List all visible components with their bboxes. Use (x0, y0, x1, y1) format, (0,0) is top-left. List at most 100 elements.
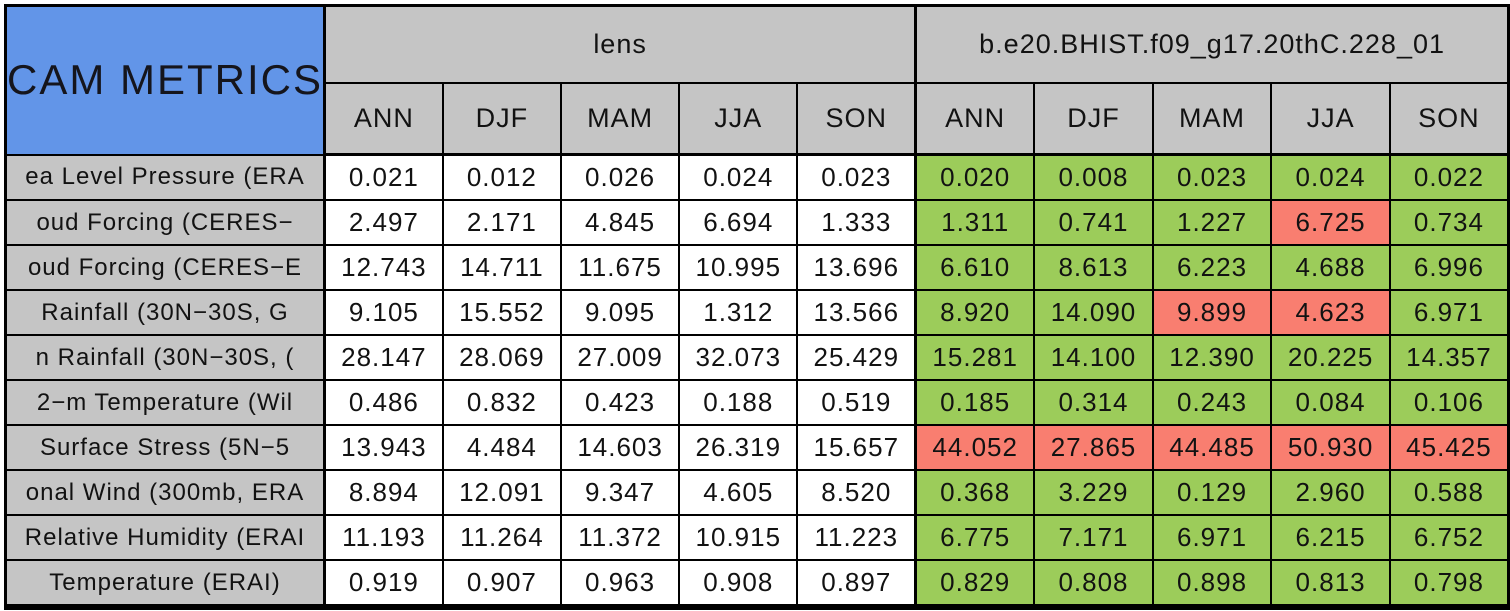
case-value-cell-pass: 6.610 (914, 244, 1036, 291)
case-value-cell-pass: 0.008 (1033, 153, 1154, 201)
lens-value-cell: 6.694 (678, 199, 799, 246)
table-row: ea Level Pressure (ERA 0.021 0.012 0.026 0.0… (4, 153, 1510, 201)
table-header: CAM METRICS lens b.e20.BHIST.f09_g17.20t… (4, 4, 1510, 156)
lens-value-cell: 4.484 (441, 424, 562, 471)
lens-value-cell: 10.995 (678, 244, 799, 291)
lens-value-cell: 27.009 (559, 334, 681, 381)
table-row: Temperature (ERAI) 0.919 0.907 0.963 0.908 0.… (4, 559, 1510, 608)
lens-value-cell: 0.897 (796, 559, 917, 608)
case-value-cell-fail: 27.865 (1033, 424, 1154, 471)
case-value-cell-pass: 0.243 (1151, 379, 1273, 426)
lens-value-cell: 0.832 (441, 379, 562, 426)
case-value-cell-pass: 0.829 (914, 559, 1036, 608)
lens-value-cell: 2.497 (322, 199, 444, 246)
lens-value-cell: 8.894 (322, 469, 444, 516)
case-value-cell-pass: 8.920 (914, 289, 1036, 336)
season-header-case-jja: JJA (1270, 82, 1391, 156)
case-value-cell-pass: 2.960 (1270, 469, 1391, 516)
case-value-cell-pass: 0.023 (1151, 153, 1273, 201)
case-value-cell-pass: 0.185 (914, 379, 1036, 426)
lens-value-cell: 0.907 (441, 559, 562, 608)
lens-value-cell: 9.347 (559, 469, 681, 516)
table-row: Surface Stress (5N−5 13.943 4.484 14.603 26.… (4, 424, 1510, 471)
row-label: Relative Humidity (ERAI (4, 514, 326, 561)
table-row: onal Wind (300mb, ERA 8.894 12.091 9.347 4.6… (4, 469, 1510, 516)
case-value-cell-pass: 15.281 (914, 334, 1036, 381)
season-header-lens-ann: ANN (322, 82, 444, 156)
row-label: n Rainfall (30N−30S, ( (4, 334, 326, 381)
lens-value-cell: 14.711 (441, 244, 562, 291)
case-value-cell-fail: 45.425 (1388, 424, 1510, 471)
case-value-cell-pass: 0.808 (1033, 559, 1154, 608)
case-value-cell-fail: 50.930 (1270, 424, 1391, 471)
case-value-cell-pass: 6.215 (1270, 514, 1391, 561)
lens-value-cell: 28.069 (441, 334, 562, 381)
lens-value-cell: 1.312 (678, 289, 799, 336)
table-row: n Rainfall (30N−30S, (28.147 28.069 27.009… (4, 334, 1510, 381)
lens-value-cell: 2.171 (441, 199, 562, 246)
season-header-lens-son: SON (796, 82, 917, 156)
case-value-cell-pass: 6.752 (1388, 514, 1510, 561)
case-value-cell-pass: 0.129 (1151, 469, 1273, 516)
lens-value-cell: 0.024 (678, 153, 799, 201)
case-value-cell-pass: 12.390 (1151, 334, 1273, 381)
lens-value-cell: 13.696 (796, 244, 917, 291)
table-row: Rainfall (30N−30S, G 9.105 15.552 9.095 1.31… (4, 289, 1510, 336)
lens-value-cell: 0.021 (322, 153, 444, 201)
lens-value-cell: 9.095 (559, 289, 681, 336)
lens-value-cell: 9.105 (322, 289, 444, 336)
lens-value-cell: 15.552 (441, 289, 562, 336)
lens-value-cell: 13.566 (796, 289, 917, 336)
column-group-lens: lens (322, 4, 917, 84)
lens-value-cell: 11.264 (441, 514, 562, 561)
lens-value-cell: 12.743 (322, 244, 444, 291)
lens-value-cell: 4.605 (678, 469, 799, 516)
case-value-cell-pass: 14.090 (1033, 289, 1154, 336)
case-value-cell-pass: 7.171 (1033, 514, 1154, 561)
case-value-cell-pass: 6.775 (914, 514, 1036, 561)
case-value-cell-pass: 1.227 (1151, 199, 1273, 246)
lens-value-cell: 10.915 (678, 514, 799, 561)
row-label: 2−m Temperature (Wil (4, 379, 326, 426)
lens-value-cell: 0.188 (678, 379, 799, 426)
case-value-cell-pass: 0.024 (1270, 153, 1391, 201)
lens-value-cell: 4.845 (559, 199, 681, 246)
case-value-cell-pass: 14.100 (1033, 334, 1154, 381)
lens-value-cell: 14.603 (559, 424, 681, 471)
case-value-cell-pass: 0.588 (1388, 469, 1510, 516)
season-header-lens-jja: JJA (678, 82, 799, 156)
case-value-cell-pass: 3.229 (1033, 469, 1154, 516)
column-group-case: b.e20.BHIST.f09_g17.20thC.228_01 (914, 4, 1510, 84)
lens-value-cell: 32.073 (678, 334, 799, 381)
season-header-lens-djf: DJF (441, 82, 562, 156)
lens-value-cell: 0.919 (322, 559, 444, 608)
lens-value-cell: 26.319 (678, 424, 799, 471)
case-value-cell-fail: 44.052 (914, 424, 1036, 471)
lens-value-cell: 11.193 (322, 514, 444, 561)
case-value-cell-pass: 6.971 (1151, 514, 1273, 561)
season-header-lens-mam: MAM (559, 82, 681, 156)
table-row: oud Forcing (CERES− 2.497 2.171 4.845 6.694 1… (4, 199, 1510, 246)
case-value-cell-pass: 4.688 (1270, 244, 1391, 291)
season-header-case-djf: DJF (1033, 82, 1154, 156)
case-value-cell-fail: 6.725 (1270, 199, 1391, 246)
lens-value-cell: 11.372 (559, 514, 681, 561)
case-value-cell-pass: 0.022 (1388, 153, 1510, 201)
case-value-cell-pass: 0.741 (1033, 199, 1154, 246)
case-value-cell-pass: 0.734 (1388, 199, 1510, 246)
case-value-cell-fail: 4.623 (1270, 289, 1391, 336)
case-value-cell-pass: 0.798 (1388, 559, 1510, 608)
season-header-case-son: SON (1388, 82, 1510, 156)
case-value-cell-pass: 0.314 (1033, 379, 1154, 426)
season-header-case-mam: MAM (1151, 82, 1273, 156)
lens-value-cell: 28.147 (322, 334, 444, 381)
case-value-cell-pass: 8.613 (1033, 244, 1154, 291)
case-value-cell-pass: 1.311 (914, 199, 1036, 246)
case-value-cell-pass: 0.368 (914, 469, 1036, 516)
lens-value-cell: 0.486 (322, 379, 444, 426)
table-row: 2−m Temperature (Wil 0.486 0.832 0.423 0.188… (4, 379, 1510, 426)
season-header-case-ann: ANN (914, 82, 1036, 156)
row-label: oud Forcing (CERES− (4, 199, 326, 246)
case-value-cell-pass: 0.084 (1270, 379, 1391, 426)
